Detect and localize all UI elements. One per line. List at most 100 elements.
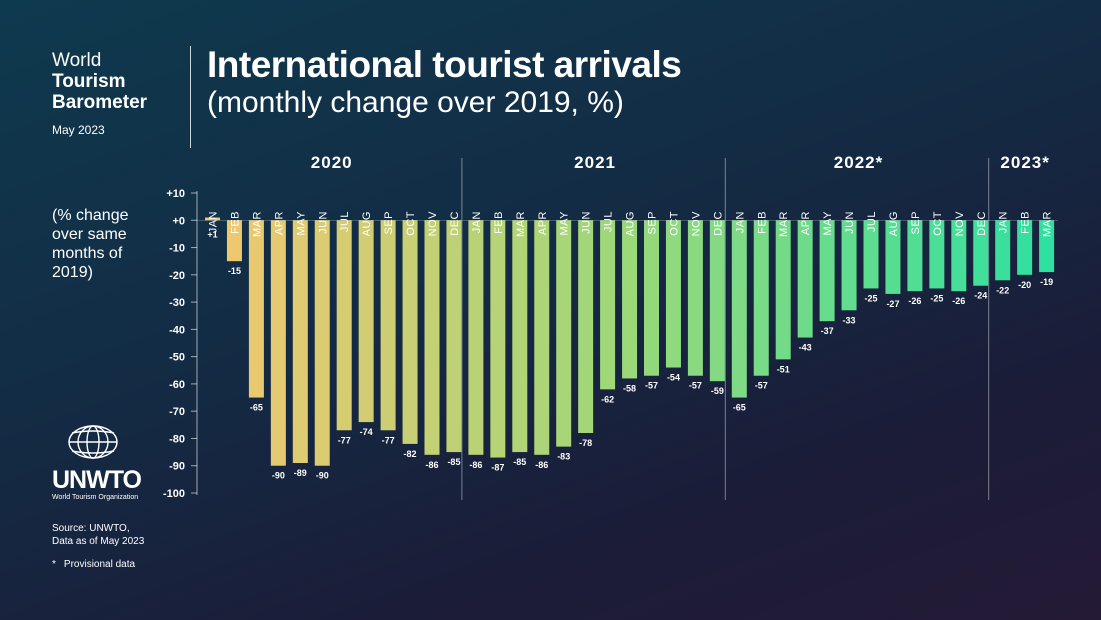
footnote-marker: * [52, 559, 56, 570]
value-label: -85 [447, 457, 460, 467]
value-label: -15 [228, 266, 241, 276]
bar [841, 220, 857, 311]
y-axis-note: (% change over same months of 2019) [52, 207, 129, 281]
value-label: -57 [689, 381, 702, 391]
month-label: AUG [361, 211, 373, 236]
bar [709, 220, 725, 382]
value-label: -25 [864, 293, 877, 303]
brand-line-1: World [52, 50, 102, 71]
value-label: -89 [294, 468, 307, 478]
bar [1017, 220, 1033, 275]
value-label: -86 [469, 460, 482, 470]
value-label: -85 [513, 457, 526, 467]
month-label: DEC [976, 211, 988, 236]
month-label: NOV [427, 211, 439, 237]
year-label: 2023* [1000, 153, 1049, 172]
month-label: JUN [581, 211, 593, 234]
month-label: SEP [647, 211, 659, 235]
month-label: JAN [471, 211, 483, 233]
month-label: MAR [778, 211, 790, 237]
value-label: +1 [207, 229, 217, 239]
value-label: -57 [755, 381, 768, 391]
y-tick-label: -50 [169, 352, 185, 364]
bar [753, 220, 769, 376]
bar [622, 220, 638, 379]
value-label: -65 [733, 403, 746, 413]
y-tick-label: -10 [169, 243, 185, 255]
value-label: -77 [382, 435, 395, 445]
bar [885, 220, 901, 294]
bar [578, 220, 594, 433]
source-note: Source: UNWTO, Data as of May 2023 [52, 522, 144, 548]
month-label: DEC [712, 211, 724, 236]
month-label: JAN [734, 211, 746, 233]
month-label: OCT [932, 211, 944, 236]
value-label: -86 [425, 460, 438, 470]
bar [731, 220, 747, 398]
y-tick-label: -90 [169, 461, 185, 473]
month-label: APR [273, 211, 285, 235]
year-label: 2020 [311, 153, 353, 172]
bar [226, 220, 242, 262]
month-label: MAR [251, 211, 263, 237]
barometer-brand: World Tourism Barometer May 2023 [52, 50, 147, 137]
value-label: -19 [1040, 277, 1053, 287]
month-label: AUG [625, 211, 637, 236]
value-label: -58 [623, 383, 636, 393]
chart-subtitle: (monthly change over 2019, %) [207, 86, 624, 119]
logo-text: UNWTO [52, 466, 142, 494]
value-label: -62 [601, 394, 614, 404]
bar [292, 220, 308, 463]
y-tick-label: +0 [172, 215, 185, 227]
bar [336, 220, 352, 431]
bar [1039, 220, 1055, 273]
value-label: -78 [579, 438, 592, 448]
month-label: JUN [844, 211, 856, 234]
bar [819, 220, 835, 322]
unwto-logo: UNWTO World Tourism Organization [52, 424, 142, 502]
report-date: May 2023 [52, 123, 105, 137]
chart-title: International tourist arrivals [207, 44, 682, 85]
value-label: -26 [952, 296, 965, 306]
month-label: JAN [998, 211, 1010, 233]
month-label: MAY [295, 211, 307, 236]
month-label: SEP [383, 211, 395, 235]
value-label: -83 [557, 452, 570, 462]
bar [380, 220, 396, 431]
brand-line-2: Tourism [52, 71, 126, 92]
y-tick-label: -40 [169, 324, 185, 336]
value-label: -57 [645, 381, 658, 391]
y-tick-label: -100 [163, 488, 185, 500]
bar [995, 220, 1011, 281]
value-label: -25 [930, 293, 943, 303]
value-label: -24 [974, 291, 987, 301]
bar [205, 217, 220, 221]
value-label: -51 [777, 364, 790, 374]
bar [600, 220, 616, 390]
footnote: * Provisional data [52, 558, 135, 571]
month-label: FEB [493, 211, 505, 234]
year-label: 2021 [574, 153, 616, 172]
bar [797, 220, 813, 338]
value-label: -20 [1018, 280, 1031, 290]
bar [644, 220, 659, 376]
globe-icon [68, 425, 118, 459]
month-label: JUL [339, 211, 351, 232]
y-tick-label: -20 [169, 270, 185, 282]
month-label: JUL [866, 211, 878, 232]
value-label: -43 [799, 343, 812, 353]
value-label: -86 [535, 460, 548, 470]
bar [358, 220, 374, 423]
value-label: -74 [360, 427, 373, 437]
bar [929, 220, 945, 289]
month-label: JUN [317, 211, 329, 234]
bar [270, 220, 286, 466]
y-tick-label: -80 [169, 433, 185, 445]
value-label: -77 [338, 435, 351, 445]
month-label: MAY [822, 211, 834, 236]
month-label: MAY [559, 211, 571, 236]
footnote-text: Provisional data [63, 559, 136, 570]
bar [907, 220, 923, 292]
value-label: -90 [316, 471, 329, 481]
